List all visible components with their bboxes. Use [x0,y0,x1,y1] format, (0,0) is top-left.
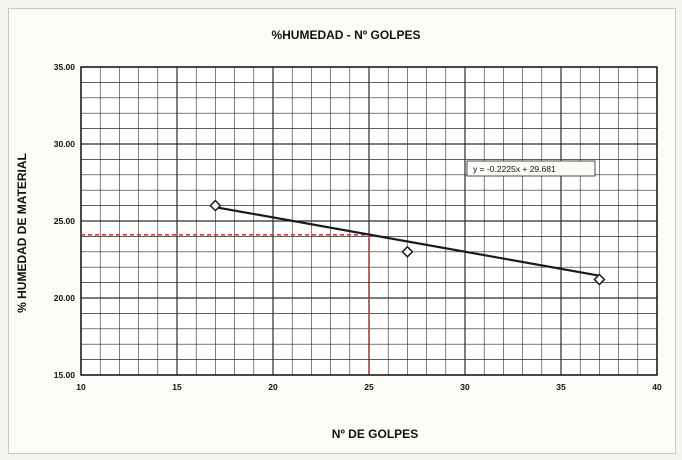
data-point [401,245,414,258]
data-point [593,273,606,286]
x-tick-label: 20 [268,382,278,392]
y-tick-label: 15.00 [54,370,76,380]
tick-labels: 10 15 20 25 30 35 40 15.00 20.00 25.00 30.00 35.00 [54,62,662,392]
x-tick-label: 35 [556,382,566,392]
data-point [209,199,222,212]
chart-title: %HUMEDAD - Nº GOLPES [271,28,420,42]
y-axis-label: % HUMEDAD DE MATERIAL [15,153,29,313]
y-tick-label: 25.00 [54,216,76,226]
equation-box-border [466,160,596,177]
chart-svg: %HUMEDAD - Nº GOLPES 10 15 20 25 30 35 40 15.00… [15,28,662,441]
y-tick-label: 35.00 [54,62,76,72]
trendline [215,206,600,277]
y-tick-label: 20.00 [54,293,76,303]
grid [80,66,658,376]
x-tick-label: 40 [652,382,662,392]
y-tick-label: 30.00 [54,139,76,149]
x-tick-label: 25 [364,382,374,392]
chart-frame: %HUMEDAD - Nº GOLPES 10 15 20 25 30 35 40 15.00… [8,8,676,454]
equation-label: y = -0.2225x + 29.681 [473,164,556,174]
data-points [209,199,606,286]
x-axis-label: Nº DE GOLPES [332,427,418,441]
trendline-layer [215,206,600,277]
x-tick-label: 30 [460,382,470,392]
reference-lines [81,234,370,375]
x-tick-label: 10 [76,382,86,392]
equation-box: y = -0.2225x + 29.681 [466,160,596,177]
x-tick-label: 15 [172,382,182,392]
